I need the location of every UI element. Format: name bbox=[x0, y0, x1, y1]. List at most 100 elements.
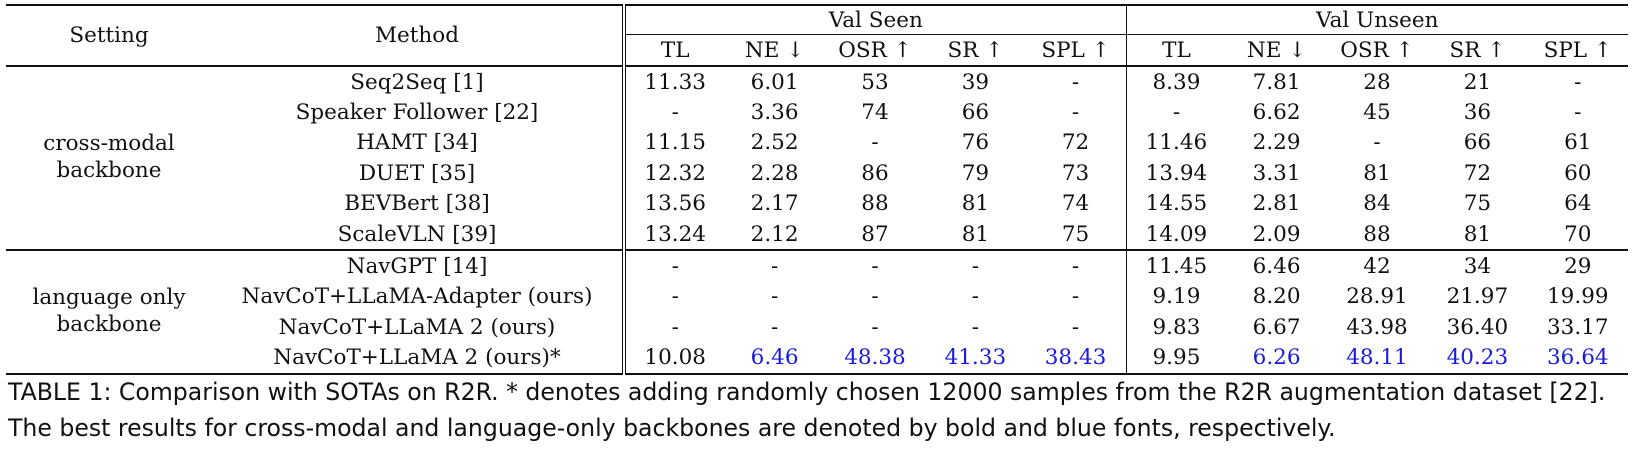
metric-value: 79 bbox=[961, 160, 990, 186]
metric-header: TL bbox=[1125, 34, 1227, 67]
metric-value: - bbox=[925, 249, 1026, 282]
table-row: DUET [35] 12.32 2.28 86 79 73 13.94 3.31 81 72 60 bbox=[6, 158, 1628, 189]
metric-value: 11.45 bbox=[1125, 249, 1227, 282]
metric-value: - bbox=[1125, 97, 1227, 128]
metric-value: 2.17 bbox=[750, 191, 799, 217]
metric-value: 9.83 bbox=[1125, 312, 1227, 343]
metric-value: 13.24 bbox=[621, 218, 725, 251]
metric-value: 2.52 bbox=[750, 130, 799, 156]
setting-header: Setting bbox=[6, 4, 212, 67]
metric-value: 2.29 bbox=[1252, 130, 1301, 156]
method-name: NavCoT+LLaMA 2 (ours)* bbox=[212, 342, 624, 375]
metric-value: 86 bbox=[861, 160, 889, 186]
metric-value: - bbox=[1071, 69, 1080, 95]
metric-value: 6.26 bbox=[1226, 342, 1327, 375]
method-name: ScaleVLN [39] bbox=[337, 221, 497, 247]
metric-value: - bbox=[770, 284, 779, 310]
metric-header: OSR ↑ bbox=[824, 34, 926, 67]
table-row: cross-modal backbone Seq2Seq [1] 11.33 6.01 5… bbox=[6, 66, 1628, 183]
setting-label-line: cross-modal bbox=[43, 131, 175, 157]
metric-value: 81 bbox=[961, 221, 990, 247]
metric-value: 40.23 bbox=[1427, 342, 1528, 375]
metric-value: 64 bbox=[1564, 191, 1592, 217]
metric-value: 61 bbox=[1564, 130, 1592, 156]
table-row: ScaleVLN [39] 13.24 2.12 87 81 75 14.09 2.09 88 8… bbox=[6, 218, 1628, 251]
setting-cell: cross-modal backbone bbox=[6, 66, 212, 250]
metric-value: - bbox=[621, 249, 725, 282]
metric-value: 28.91 bbox=[1346, 284, 1408, 310]
metric-value: - bbox=[1373, 130, 1381, 156]
metric-value: 13.94 bbox=[1125, 158, 1227, 189]
metric-value: - bbox=[724, 249, 825, 282]
metric-value: 72 bbox=[1463, 160, 1492, 186]
metric-header: OSR ↑ bbox=[1326, 34, 1428, 67]
results-table: Setting Method Val Seen Val Unseen TL NE… bbox=[6, 4, 1628, 375]
metric-value: 6.46 bbox=[724, 342, 825, 375]
metric-value: 6.01 bbox=[750, 69, 799, 95]
setting-cell: language only backbone bbox=[6, 249, 212, 375]
table-row: HAMT [34] 11.15 2.52 - 76 72 11.46 2.29 - 66 61 bbox=[6, 127, 1628, 159]
metric-value: 66 bbox=[1463, 130, 1492, 156]
method-name: NavCoT+LLaMA 2 (ours) bbox=[278, 314, 556, 340]
metric-header: SR ↑ bbox=[1427, 34, 1528, 67]
metric-value: 7.81 bbox=[1252, 69, 1301, 95]
metric-value: 75 bbox=[1463, 191, 1492, 217]
metric-value: 11.33 bbox=[621, 66, 725, 98]
metric-value: 36 bbox=[1463, 100, 1492, 126]
metric-value: - bbox=[1071, 284, 1080, 310]
metric-value: 14.09 bbox=[1125, 218, 1227, 251]
metric-value: 41.33 bbox=[925, 342, 1026, 375]
method-name: Seq2Seq [1] bbox=[350, 69, 484, 95]
metric-value: 21.97 bbox=[1446, 284, 1509, 310]
group-header-val-unseen: Val Unseen bbox=[1125, 4, 1628, 35]
table-row: Speaker Follower [22] -3.36 74 66- -6.62 45 36… bbox=[6, 97, 1628, 128]
table-row: NavCoT+LLaMA 2 (ours)* 10.08 6.46 48.38 41.3… bbox=[6, 342, 1628, 375]
metric-value: - bbox=[824, 249, 926, 282]
metric-value: - bbox=[770, 314, 779, 340]
metric-value: 13.56 bbox=[621, 188, 725, 219]
setting-label-line: language only bbox=[32, 285, 186, 311]
method-name: NavGPT [14] bbox=[212, 249, 624, 282]
metric-value: 73 bbox=[1061, 160, 1090, 186]
metric-value: 70 bbox=[1564, 221, 1592, 247]
method-name: HAMT [34] bbox=[356, 130, 478, 156]
metric-value: 2.28 bbox=[750, 160, 799, 186]
metric-value: 38.43 bbox=[1025, 342, 1126, 375]
metric-value: 9.95 bbox=[1125, 342, 1227, 375]
metric-value: 10.08 bbox=[621, 342, 725, 375]
metric-value: 36.40 bbox=[1446, 314, 1509, 340]
metric-value: 11.15 bbox=[621, 127, 725, 159]
metric-value: 74 bbox=[1061, 191, 1090, 217]
metric-value: 6.46 bbox=[1226, 249, 1327, 282]
metric-value: 39 bbox=[961, 69, 990, 95]
metric-value: 66 bbox=[961, 100, 990, 126]
metric-value: - bbox=[1574, 100, 1582, 126]
metric-value: - bbox=[1071, 100, 1080, 126]
metric-value: - bbox=[1574, 69, 1582, 95]
metric-header: SPL ↑ bbox=[1025, 34, 1126, 67]
metric-value: 43.98 bbox=[1346, 314, 1408, 340]
metric-value: 34 bbox=[1427, 249, 1528, 282]
metric-value: 75 bbox=[1061, 221, 1090, 247]
group-header-val-seen: Val Seen bbox=[622, 4, 1126, 35]
metric-value: - bbox=[971, 284, 979, 310]
metric-value: 2.81 bbox=[1252, 191, 1301, 217]
metric-value: 19.99 bbox=[1547, 284, 1609, 310]
metric-value: 72 bbox=[1061, 130, 1090, 156]
metric-header: SPL ↑ bbox=[1527, 34, 1628, 67]
metric-value: 3.36 bbox=[750, 100, 799, 126]
setting-label-line: backbone bbox=[56, 158, 162, 184]
metric-value: 76 bbox=[961, 130, 990, 156]
metric-value: 11.46 bbox=[1125, 127, 1227, 159]
results-body: cross-modal backbone Seq2Seq [1] 11.33 6.01 5… bbox=[6, 66, 1628, 375]
metric-value: 3.31 bbox=[1252, 160, 1301, 186]
metric-value: 12.32 bbox=[621, 158, 725, 189]
metric-value: 29 bbox=[1527, 249, 1628, 282]
metric-value: 42 bbox=[1326, 249, 1428, 282]
method-name: Speaker Follower [22] bbox=[295, 100, 539, 126]
method-header: Method bbox=[212, 4, 624, 67]
metric-value: 33.17 bbox=[1547, 314, 1609, 340]
metric-value: 6.67 bbox=[1252, 314, 1301, 340]
metric-value: - bbox=[1025, 249, 1126, 282]
metric-value: 21 bbox=[1463, 69, 1492, 95]
